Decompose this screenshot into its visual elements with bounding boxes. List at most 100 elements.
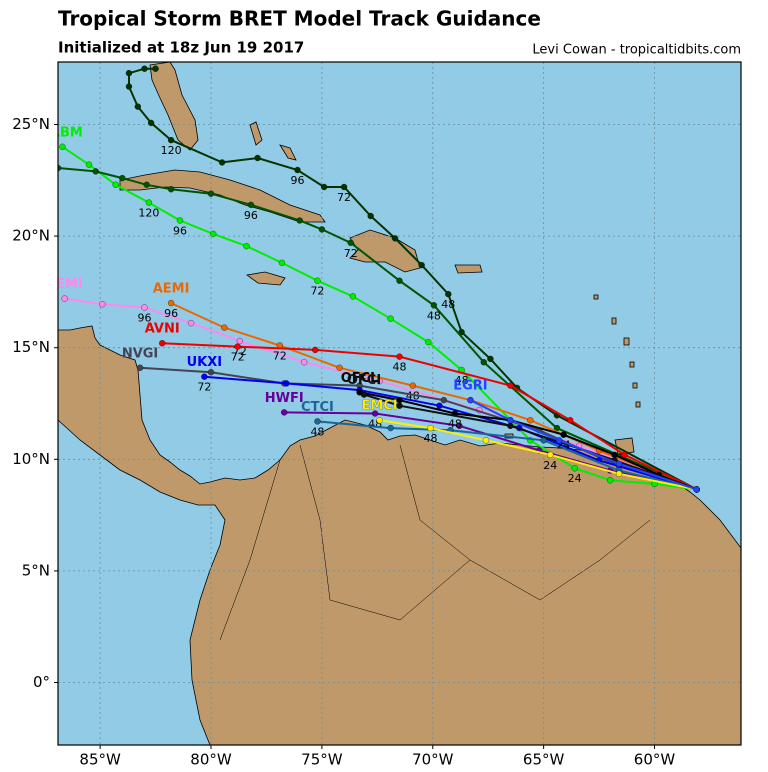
hour-label: 96 xyxy=(164,307,178,320)
y-tick-label: 10°N xyxy=(12,450,50,468)
track-point xyxy=(615,460,623,467)
model-name: AEMI xyxy=(153,282,190,297)
hour-label: 120 xyxy=(161,144,182,157)
track-point xyxy=(409,382,416,389)
hour-label: 48 xyxy=(455,374,469,387)
hour-label: 72 xyxy=(337,191,351,204)
hour-label: 24 xyxy=(543,459,557,472)
track-point xyxy=(314,418,321,425)
island xyxy=(629,361,635,368)
track-point xyxy=(467,397,474,404)
x-tick-label: 70°W xyxy=(412,751,454,769)
track-point xyxy=(347,239,354,246)
hour-label: 24 xyxy=(568,472,582,485)
hour-label: 48 xyxy=(441,298,455,311)
track-point xyxy=(278,259,286,267)
island xyxy=(635,401,641,408)
track-point xyxy=(387,315,394,322)
track-point xyxy=(254,154,261,162)
hour-label: 48 xyxy=(427,309,441,322)
track-point xyxy=(159,340,166,347)
track-point xyxy=(507,382,514,389)
border xyxy=(219,459,281,641)
model-name: EMCI xyxy=(361,399,397,414)
track-point xyxy=(145,199,153,206)
track-point xyxy=(125,83,133,90)
track-point xyxy=(296,217,303,224)
track-point xyxy=(456,422,463,429)
track-point xyxy=(136,364,144,371)
track-point xyxy=(210,230,217,238)
track-point xyxy=(143,181,150,188)
track-point xyxy=(314,277,321,284)
track-point xyxy=(236,337,243,345)
island xyxy=(632,382,638,389)
x-tick-label: 60°W xyxy=(634,751,676,769)
track-point xyxy=(480,359,487,366)
track-point xyxy=(281,409,288,416)
track-point xyxy=(615,470,623,477)
track-point xyxy=(693,486,700,493)
track-line xyxy=(317,420,697,491)
frame xyxy=(57,61,742,746)
track-point xyxy=(430,302,438,309)
track-point xyxy=(125,70,133,77)
puerto-rico xyxy=(454,264,483,274)
tracks: 24 48 72 96 120 TABM 48 72 96 120 48 72 96 72 96 CEMI 48… xyxy=(42,65,700,493)
track-point xyxy=(294,166,301,174)
model-name: NVGI xyxy=(122,346,158,361)
hour-label: 96 xyxy=(173,224,187,237)
track-point xyxy=(141,65,148,72)
hour-label: 48 xyxy=(310,425,324,438)
track-point xyxy=(207,369,215,376)
track-point xyxy=(527,417,534,424)
model-name: UKXI xyxy=(187,355,223,370)
hour-label: 96 xyxy=(137,312,151,325)
axes: 85°W 80°W 75°W 70°W 65°W 60°W 0° 5°N 10°N 15°N 20°… xyxy=(12,115,676,769)
track-point xyxy=(367,212,374,220)
track-point xyxy=(147,119,155,127)
model-name: AVNI xyxy=(145,322,180,337)
track-point xyxy=(387,424,394,432)
track-point xyxy=(234,343,241,350)
y-tick-label: 20°N xyxy=(12,227,50,245)
track-point xyxy=(440,397,448,404)
bahamas xyxy=(249,121,263,146)
model-name: TABM xyxy=(42,125,83,140)
track-line xyxy=(284,411,697,491)
track-point xyxy=(99,301,106,308)
track-point xyxy=(396,353,403,360)
y-tick-label: 5°N xyxy=(22,561,50,579)
track-point xyxy=(112,181,119,188)
track-point xyxy=(218,159,226,166)
jamaica xyxy=(245,271,286,286)
track-point xyxy=(167,299,175,307)
track-point xyxy=(547,451,554,458)
x-tick-label: 65°W xyxy=(523,751,565,769)
title: Tropical Storm BRET Model Track Guidance xyxy=(58,7,541,31)
x-tick-label: 75°W xyxy=(301,751,343,769)
track-point xyxy=(283,380,290,387)
track-point xyxy=(445,290,452,298)
track-point xyxy=(482,437,490,444)
hour-label: 96 xyxy=(290,174,304,187)
hour-label: 72 xyxy=(273,349,287,362)
track-point xyxy=(312,346,319,354)
model-name: CTCI xyxy=(301,400,334,415)
track-point xyxy=(425,338,432,346)
hour-label: 120 xyxy=(138,207,159,220)
track-point xyxy=(611,451,618,458)
track-point xyxy=(436,402,443,409)
hour-label: 48 xyxy=(393,361,407,374)
track-point xyxy=(58,164,62,172)
y-tick-label: 25°N xyxy=(12,115,50,133)
track-point xyxy=(391,235,399,242)
track-point xyxy=(507,422,514,429)
model-name: OFCI xyxy=(347,373,381,388)
track-point xyxy=(318,226,326,233)
hispaniola xyxy=(349,229,421,273)
x-tick-label: 85°W xyxy=(79,751,121,769)
track-point xyxy=(396,277,403,284)
